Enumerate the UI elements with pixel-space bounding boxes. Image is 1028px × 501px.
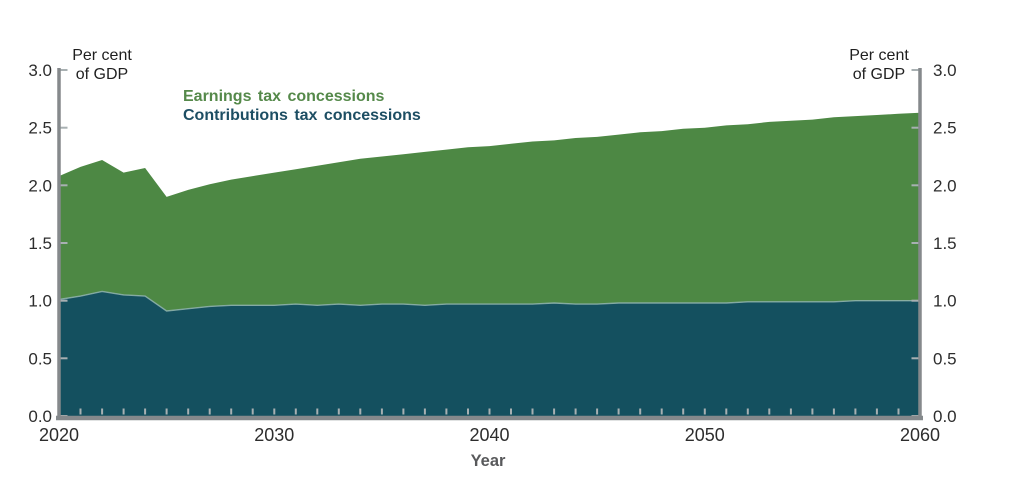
legend-item-contributions: Contributions tax concessions [183, 107, 421, 124]
legend: Earnings tax concessions Contributions t… [183, 87, 421, 125]
y-axis-tick-label-left: 1.0 [28, 292, 52, 311]
y-axis-tick-label-right: 3.0 [933, 61, 957, 80]
y-axis-tick-label-left: 3.0 [28, 61, 52, 80]
area-contributions [59, 291, 920, 416]
right-axis-unit-label: Per cent of GDP [849, 47, 909, 83]
x-axis-title: Year [470, 452, 506, 470]
x-axis-tick-label: 2040 [469, 425, 509, 445]
y-axis-tick-label-right: 0.0 [933, 407, 957, 426]
contributions-top-edge [58, 290, 920, 312]
area-earnings [59, 112, 920, 311]
y-axis-tick-label-right: 1.5 [933, 234, 957, 253]
y-axis-tick-label-left: 2.5 [28, 119, 52, 138]
y-axis-tick-label-right: 0.5 [933, 349, 957, 368]
y-axis-tick-label-left: 0.0 [28, 407, 52, 426]
y-axis-tick-label-right: 1.0 [933, 292, 957, 311]
left-axis-unit-label: Per cent of GDP [72, 47, 132, 83]
y-axis-tick-label-right: 2.5 [933, 119, 957, 138]
legend-item-earnings: Earnings tax concessions [183, 88, 385, 105]
y-axis-tick-label-left: 0.5 [28, 349, 52, 368]
y-axis-tick-label-left: 1.5 [28, 234, 52, 253]
y-axis-tick-label-left: 2.0 [28, 176, 52, 195]
x-axis-tick-label: 2030 [254, 425, 294, 445]
x-axis-tick-label: 2060 [900, 425, 940, 445]
y-axis-tick-label-right: 2.0 [933, 176, 957, 195]
x-axis-tick-label: 2020 [39, 425, 79, 445]
x-axis-tick-label: 2050 [685, 425, 725, 445]
